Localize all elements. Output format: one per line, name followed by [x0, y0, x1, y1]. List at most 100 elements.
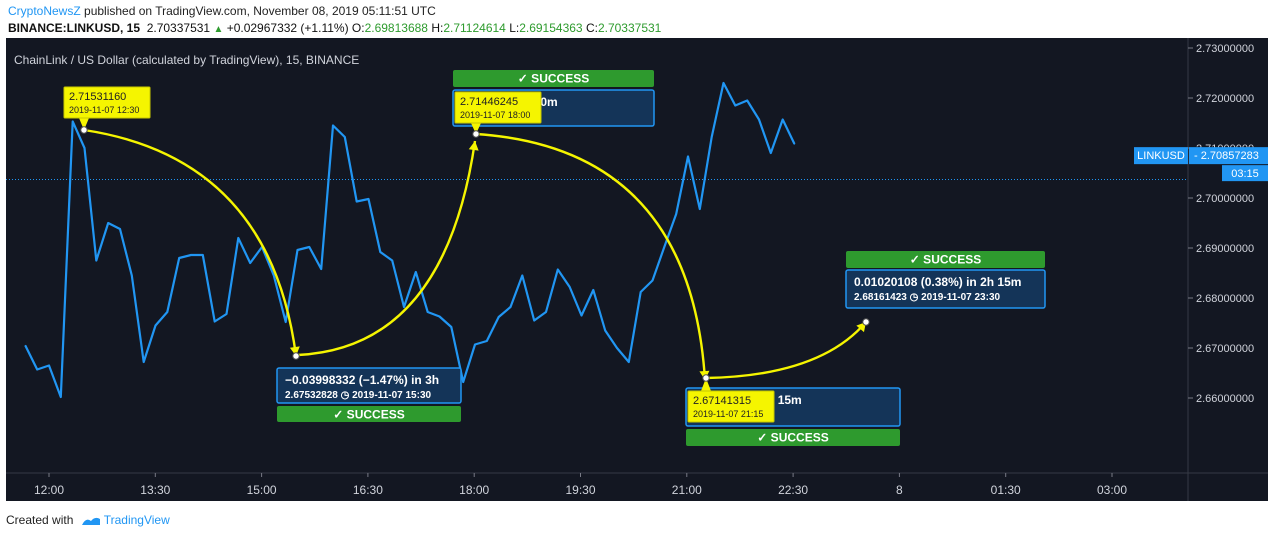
price-note[interactable]	[63, 86, 151, 119]
measure-subtext: 2.68161423 ◷ 2019-11-07 23:30	[854, 292, 1001, 303]
price-point	[651, 279, 654, 282]
x-tick-label: 19:30	[565, 483, 595, 497]
y-tick-label: 2.66000000	[1196, 393, 1254, 405]
anchor-point	[80, 126, 88, 134]
price-point	[24, 344, 26, 347]
price-point	[462, 381, 464, 383]
trend-arrow[interactable]	[705, 321, 867, 380]
price-point	[166, 311, 168, 313]
price-point	[83, 147, 86, 149]
price-point	[344, 136, 346, 138]
price-point	[758, 118, 760, 121]
price-point	[557, 268, 559, 271]
success-badge	[277, 406, 461, 422]
note-price: 2.71531160	[69, 91, 126, 103]
note-date: 2019-11-07 12:30	[69, 105, 139, 115]
price-point	[663, 246, 665, 248]
last-price-value: - 2.70857283	[1194, 150, 1259, 162]
last-price-tag	[1189, 147, 1268, 165]
price-point	[746, 99, 748, 102]
price-point	[687, 155, 689, 158]
note-date: 2019-11-07 18:00	[460, 110, 530, 120]
price-point	[415, 271, 417, 273]
created-with-label: Created with	[6, 513, 74, 527]
measure-box[interactable]	[845, 269, 1046, 309]
y-tick-label: 2.72000000	[1196, 93, 1254, 105]
price-point	[119, 228, 121, 230]
price-point	[569, 286, 571, 288]
success-label: ✓ SUCCESS	[333, 408, 404, 422]
x-tick-label: 12:00	[34, 483, 64, 497]
price-point	[131, 274, 133, 277]
x-tick-label: 18:00	[459, 483, 489, 497]
price-note[interactable]	[687, 390, 775, 423]
success-badge	[846, 251, 1045, 268]
x-tick-label: 22:30	[778, 483, 808, 497]
price-point	[450, 326, 452, 328]
x-tick-label: 16:30	[353, 483, 383, 497]
price-point	[734, 104, 736, 107]
price-point	[202, 254, 204, 256]
price-point	[486, 340, 488, 342]
price-point	[498, 316, 500, 318]
price-line	[24, 81, 796, 399]
measure-subtext: 2.67532828 ◷ 2019-11-07 15:30	[285, 390, 432, 401]
price-point	[403, 306, 405, 308]
anchor-point	[472, 130, 480, 138]
price-point	[379, 251, 381, 253]
x-tick-label: 13:30	[140, 483, 170, 497]
open-label: O:	[351, 21, 365, 35]
y-tick-label: 2.68000000	[1196, 293, 1254, 305]
y-tick-label: 2.70000000	[1196, 193, 1254, 205]
tradingview-link[interactable]: TradingView	[103, 513, 170, 527]
trend-arrow[interactable]	[475, 132, 707, 381]
price-point	[722, 82, 725, 84]
price-point	[367, 198, 370, 200]
success-label: ✓ SUCCESS	[518, 72, 589, 86]
note-pointer	[701, 378, 711, 391]
publish-text: published on TradingView.com, November 0…	[84, 4, 436, 18]
price-point	[36, 368, 38, 371]
arrow-head-icon	[289, 346, 300, 356]
author-link[interactable]: CryptoNewsZ	[8, 4, 81, 18]
price-note[interactable]	[454, 91, 542, 124]
measure-box[interactable]	[276, 367, 462, 404]
trend-arrow[interactable]	[297, 140, 477, 357]
countdown-label: 03:15	[1231, 168, 1259, 180]
price-point	[391, 259, 393, 262]
price-point	[48, 364, 50, 367]
price-point	[770, 152, 772, 154]
price-point	[95, 259, 97, 262]
note-pointer	[471, 123, 481, 134]
price-point	[60, 396, 62, 398]
trend-arrow[interactable]	[83, 128, 298, 357]
high-label: H:	[431, 21, 444, 35]
price-point	[72, 120, 74, 123]
close-label: C:	[585, 21, 598, 35]
price-point	[580, 314, 583, 317]
tradingview-logo-icon	[81, 517, 100, 525]
price-point	[592, 289, 594, 291]
price-point	[154, 324, 157, 327]
price-point	[711, 136, 713, 138]
price-point	[545, 311, 547, 313]
price-point	[474, 343, 476, 346]
price-point	[107, 222, 109, 224]
publish-info: CryptoNewsZ published on TradingView.com…	[8, 4, 436, 18]
price-chart[interactable]: ChainLink / US Dollar (calculated by Tra…	[0, 38, 1274, 503]
price-point	[782, 118, 784, 121]
price-point	[237, 237, 239, 239]
note-date: 2019-11-07 21:15	[693, 409, 763, 419]
low-value: 2.69154363	[519, 21, 583, 35]
success-badge	[453, 70, 654, 87]
close-value: 2.70337531	[597, 21, 662, 35]
symbol-price-tag	[1134, 147, 1188, 165]
symbol-info: BINANCE:LINKUSD, 15 2.70337531 ▲ +0.0296…	[8, 21, 661, 35]
up-arrow-icon: ▲	[213, 24, 224, 35]
y-tick-label: 2.73000000	[1196, 43, 1254, 55]
footer: Created with TradingView	[6, 513, 170, 527]
x-tick-label: 01:30	[991, 483, 1021, 497]
price-point	[143, 361, 145, 363]
last-price: 2.70337531	[146, 21, 211, 35]
price-point	[675, 213, 677, 215]
